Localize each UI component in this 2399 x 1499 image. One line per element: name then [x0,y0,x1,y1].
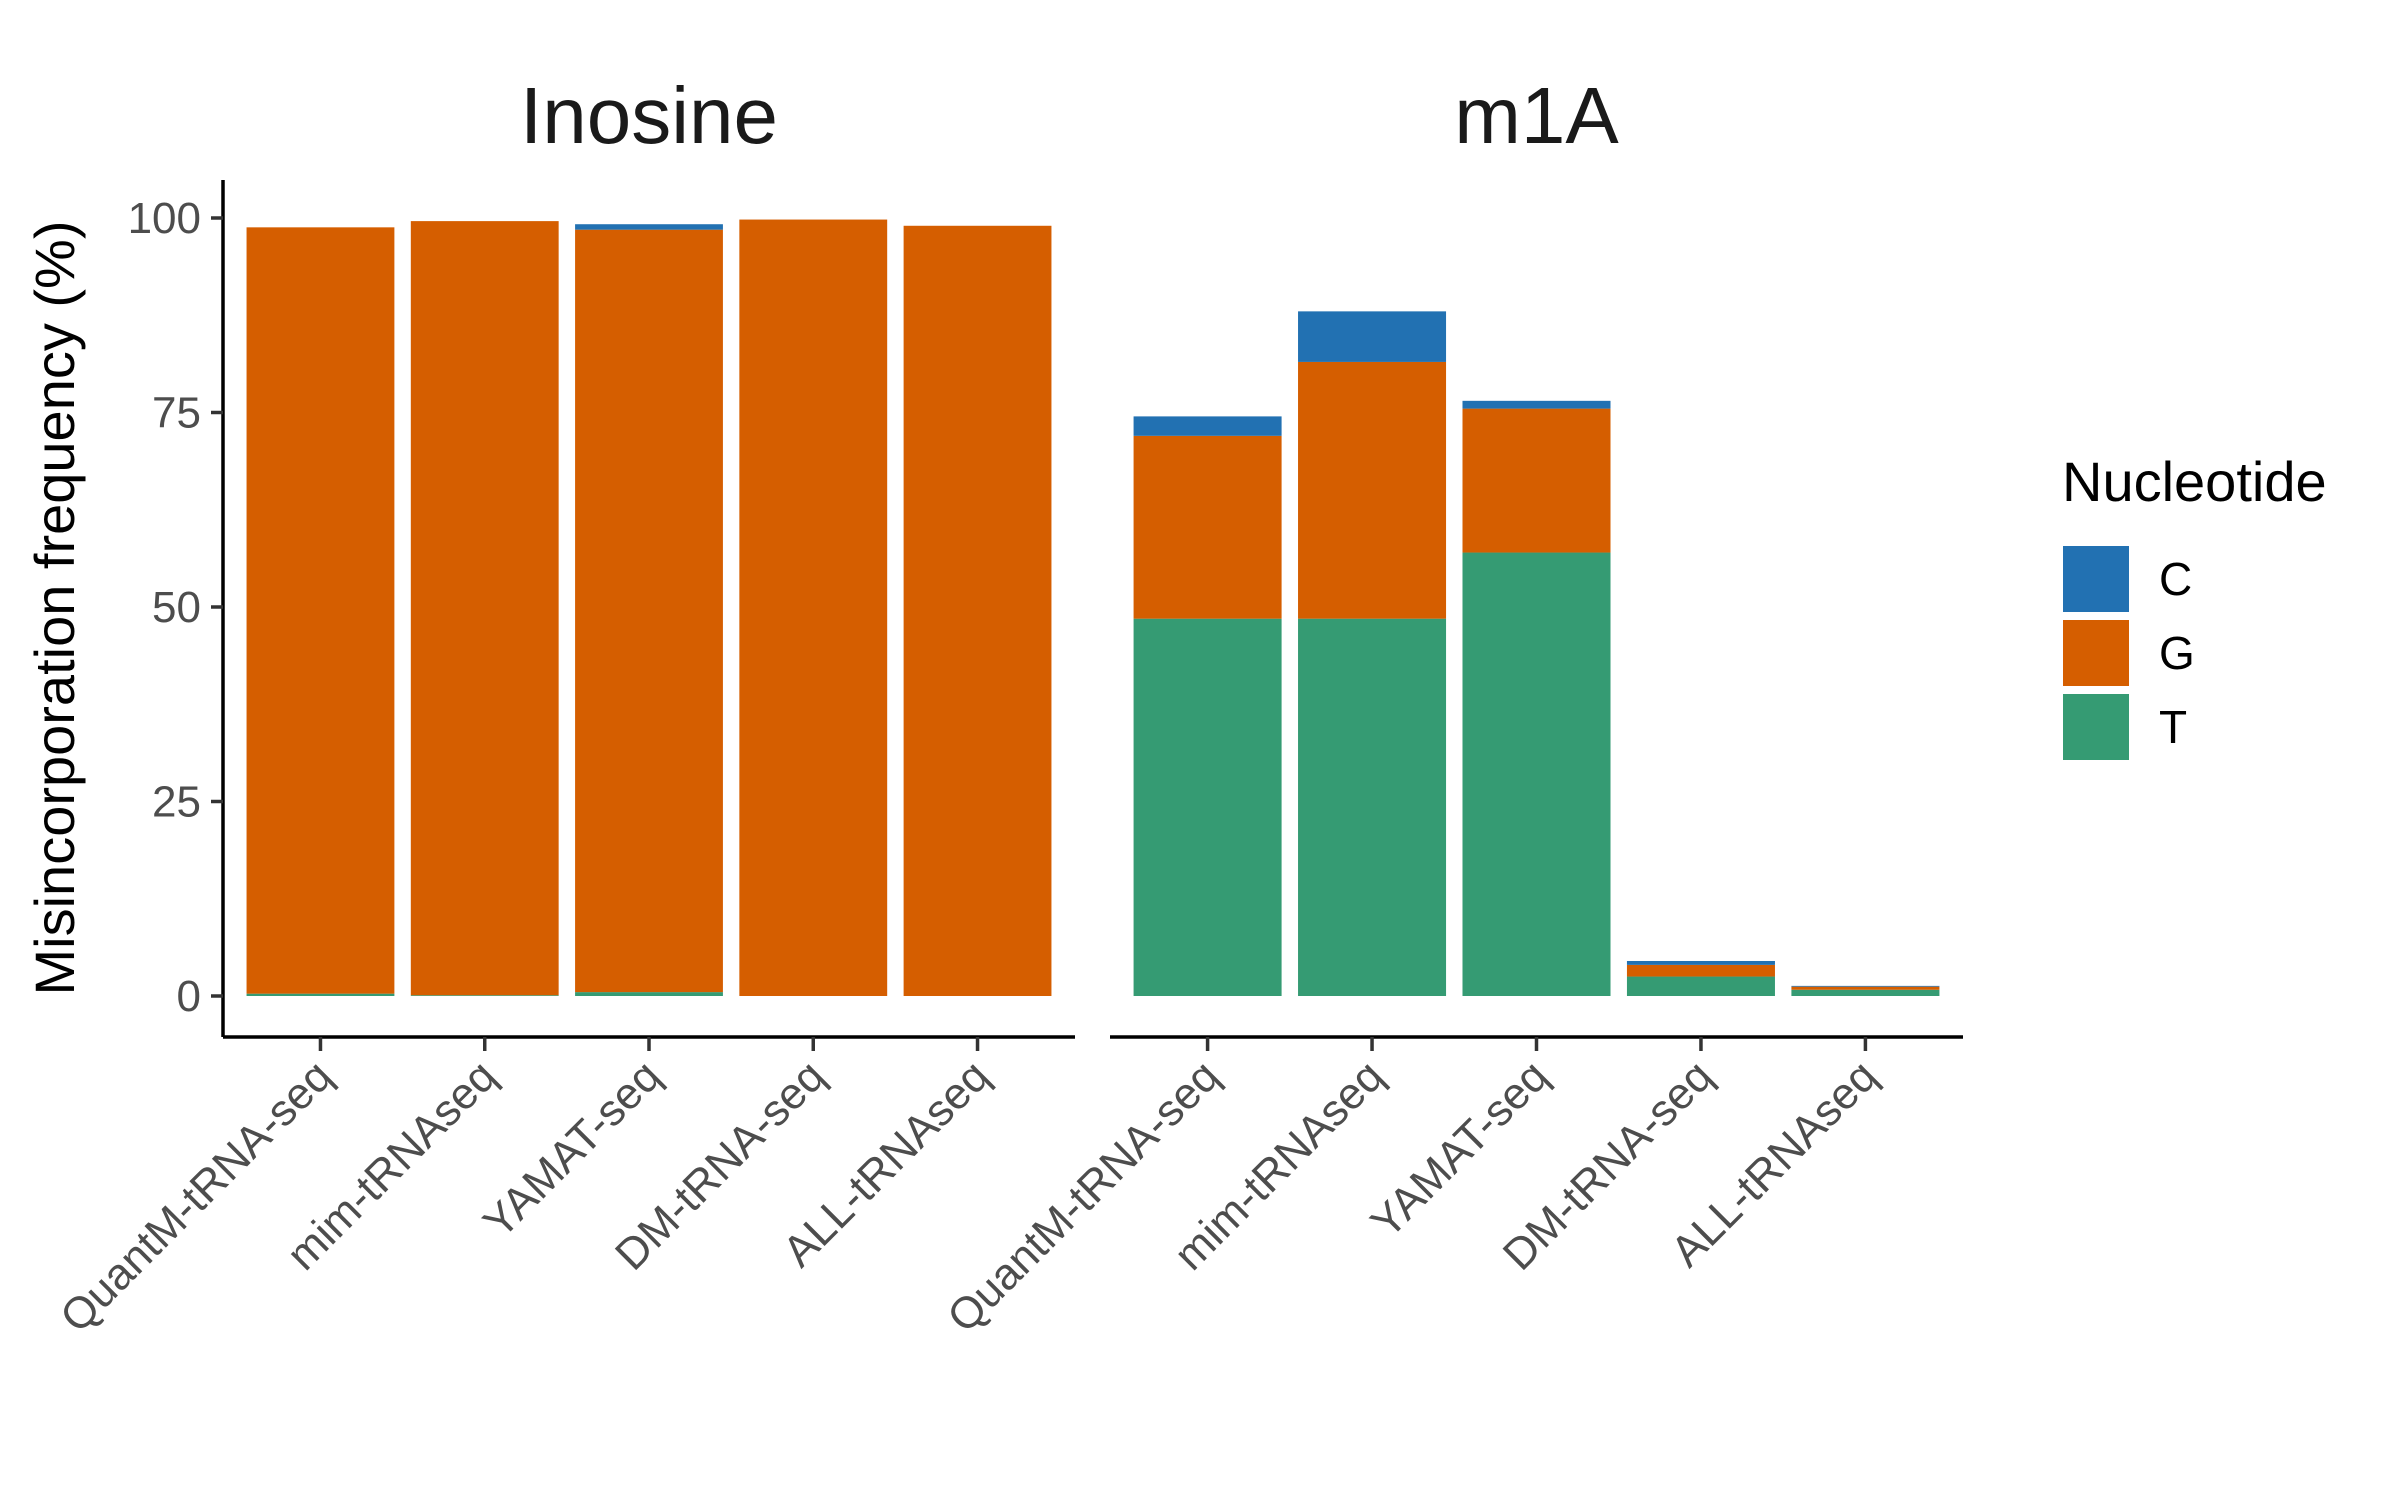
bar-segment-g [246,227,395,994]
bar-segment-g [903,225,1052,996]
bar-segment-t [1462,552,1611,996]
plot-layer: 0255075100InosineQuantM-tRNA-seqmim-tRNA… [51,71,1963,1342]
bar-segment-g [410,221,559,996]
y-axis-title: Misincorporation frequency (%) [23,221,86,996]
bar-segment-t [1298,618,1447,996]
facet-title: m1A [1454,71,1619,160]
legend-title: Nucleotide [2062,450,2327,513]
legend-label: T [2159,701,2187,753]
legend-label: G [2159,627,2195,679]
bar-segment-g [1626,964,1775,977]
bar-segment-t [1791,989,1940,996]
y-tick-label: 50 [152,583,201,632]
y-tick-label: 0 [177,972,201,1021]
facet-title: Inosine [520,71,778,160]
y-tick-label: 75 [152,389,201,438]
legend-key-c [2063,546,2129,612]
bar-segment-c [1626,960,1775,965]
bar-segment-t [410,995,559,996]
y-tick-label: 25 [152,778,201,827]
bar-segment-g [739,219,888,996]
bar-segment-g [1133,435,1282,619]
bar-segment-c [1133,416,1282,436]
bar-segment-c [1462,400,1611,409]
bar-segment-g [1298,361,1447,619]
bar-segment-t [246,993,395,996]
legend-label: C [2159,553,2192,605]
y-tick-label: 100 [128,194,201,243]
legend-key-t [2063,694,2129,760]
bar-segment-g [575,229,723,993]
x-tick-label: QuantM-tRNA-seq [51,1051,342,1342]
bar-segment-g [1791,986,1940,990]
bar-segment-t [1626,976,1775,996]
bar-segment-c [575,224,723,230]
bar-segment-c [1298,311,1447,362]
legend-key-g [2063,620,2129,686]
bar-segment-t [1133,618,1282,996]
bar-segment-g [1462,408,1611,553]
bar-segment-t [575,992,723,996]
bar-segment-c [1791,985,1940,987]
legend: Nucleotide CGT [2062,450,2327,760]
